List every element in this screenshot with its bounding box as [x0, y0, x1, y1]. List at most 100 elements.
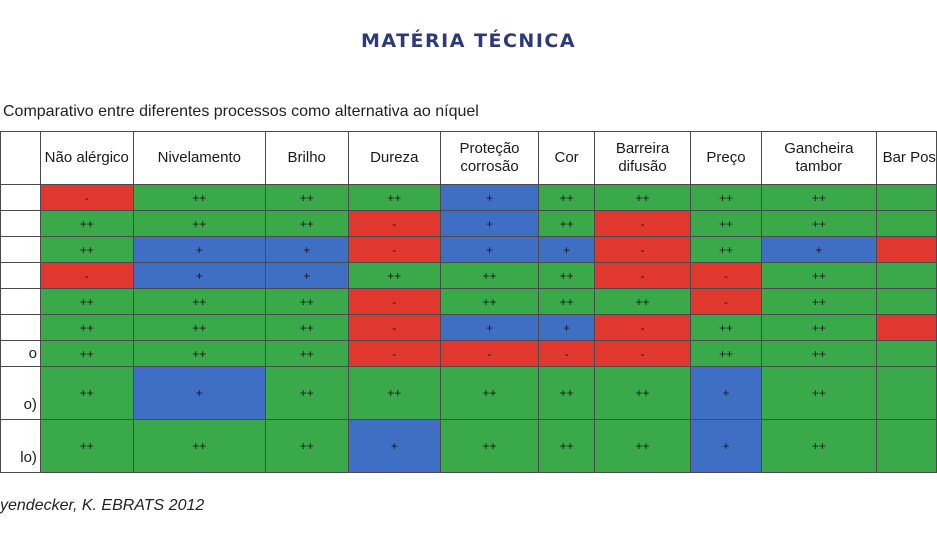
table-row: ++ ++ ++ - + ++ - ++ ++ [0, 210, 937, 237]
rating-cell: ++ [594, 288, 691, 315]
rating-cell: ++ [39, 340, 134, 367]
rating-cell [875, 419, 937, 473]
rating-cell: ++ [347, 184, 442, 211]
row-label [0, 314, 41, 341]
table-row: ++ ++ ++ - ++ ++ ++ - ++ [0, 288, 937, 315]
rating-cell: ++ [761, 314, 877, 341]
rating-cell [875, 340, 937, 367]
rating-cell: ++ [132, 210, 266, 237]
row-label [0, 184, 41, 211]
rating-cell [875, 210, 937, 237]
rating-cell: ++ [132, 184, 266, 211]
rating-cell: + [440, 314, 539, 341]
header-corner-cell [0, 131, 41, 185]
section-title: MATÉRIA TÉCNICA [360, 30, 577, 52]
rating-cell: ++ [264, 184, 349, 211]
rating-cell [875, 184, 937, 211]
row-label [0, 210, 41, 237]
table-row: ++ + + - + + - ++ + [0, 236, 937, 263]
rating-cell: ++ [132, 314, 266, 341]
rating-cell: ++ [440, 366, 539, 420]
rating-cell: + [440, 184, 539, 211]
table-row: - ++ ++ ++ + ++ ++ ++ ++ [0, 184, 937, 211]
rating-cell [875, 288, 937, 315]
rating-cell: ++ [132, 419, 266, 473]
rating-cell: - [39, 262, 134, 289]
rating-cell: ++ [347, 366, 442, 420]
rating-cell: ++ [537, 184, 596, 211]
rating-cell: ++ [39, 314, 134, 341]
table-row: o) ++ + ++ ++ ++ ++ ++ + ++ [0, 366, 937, 420]
rating-cell: - [594, 210, 691, 237]
table-caption: Comparativo entre diferentes processos c… [3, 103, 479, 120]
rating-cell: - [537, 340, 596, 367]
rating-cell: + [132, 262, 266, 289]
column-header: Proteção corrosão [440, 131, 539, 185]
rating-cell: ++ [264, 314, 349, 341]
rating-cell: + [689, 419, 763, 473]
column-header: Preço [689, 131, 763, 185]
table-row: ++ ++ ++ - + + - ++ ++ [0, 314, 937, 341]
rating-cell: - [347, 288, 442, 315]
table-row: - + + ++ ++ ++ - - ++ [0, 262, 937, 289]
rating-cell: ++ [689, 184, 763, 211]
column-header: Gancheira tambor [761, 131, 877, 185]
rating-cell: - [594, 314, 691, 341]
rating-cell: ++ [264, 366, 349, 420]
rating-cell: - [689, 288, 763, 315]
rating-cell: + [689, 366, 763, 420]
row-label: o) [0, 366, 41, 420]
rating-cell: ++ [689, 340, 763, 367]
rating-cell: - [39, 184, 134, 211]
rating-cell: ++ [594, 184, 691, 211]
rating-cell: ++ [264, 288, 349, 315]
rating-cell: ++ [761, 288, 877, 315]
row-label [0, 288, 41, 315]
row-label: o [0, 340, 41, 367]
rating-cell: ++ [761, 419, 877, 473]
rating-cell: + [761, 236, 877, 263]
rating-cell: + [264, 236, 349, 263]
row-label: lo) [0, 419, 41, 473]
rating-cell: ++ [537, 262, 596, 289]
rating-cell: ++ [594, 419, 691, 473]
rating-cell: - [347, 236, 442, 263]
rating-cell: ++ [347, 262, 442, 289]
rating-cell: ++ [39, 288, 134, 315]
rating-cell: ++ [264, 419, 349, 473]
rating-cell: ++ [689, 210, 763, 237]
rating-cell: ++ [594, 366, 691, 420]
rating-cell: ++ [689, 236, 763, 263]
rating-cell: ++ [537, 366, 596, 420]
comparison-table: Não alérgico Nivelamento Brilho Dureza Prote… [0, 131, 937, 473]
rating-cell [875, 236, 937, 263]
rating-cell: ++ [537, 288, 596, 315]
rating-cell: ++ [761, 184, 877, 211]
rating-cell: ++ [761, 210, 877, 237]
row-label [0, 236, 41, 263]
rating-cell: - [347, 314, 442, 341]
column-header: Barreira difusão [594, 131, 691, 185]
column-header: Nivelamento [132, 131, 266, 185]
rating-cell: ++ [132, 288, 266, 315]
rating-cell: ++ [761, 262, 877, 289]
rating-cell: ++ [39, 210, 134, 237]
rating-cell: ++ [440, 288, 539, 315]
rating-cell: ++ [537, 210, 596, 237]
rating-cell [875, 366, 937, 420]
rating-cell: ++ [264, 340, 349, 367]
rating-cell: + [132, 366, 266, 420]
rating-cell: - [689, 262, 763, 289]
table-row: lo) ++ ++ ++ + ++ ++ ++ + ++ [0, 419, 937, 473]
rating-cell: ++ [537, 419, 596, 473]
column-header: Não alérgico [39, 131, 134, 185]
rating-cell: ++ [39, 236, 134, 263]
rating-cell: + [440, 210, 539, 237]
rating-cell: + [537, 236, 596, 263]
rating-cell: - [347, 340, 442, 367]
rating-cell [875, 314, 937, 341]
rating-cell: - [594, 340, 691, 367]
table-row: o ++ ++ ++ - - - - ++ ++ [0, 340, 937, 367]
source-citation: yendecker, K. EBRATS 2012 [0, 497, 205, 514]
rating-cell: - [347, 210, 442, 237]
